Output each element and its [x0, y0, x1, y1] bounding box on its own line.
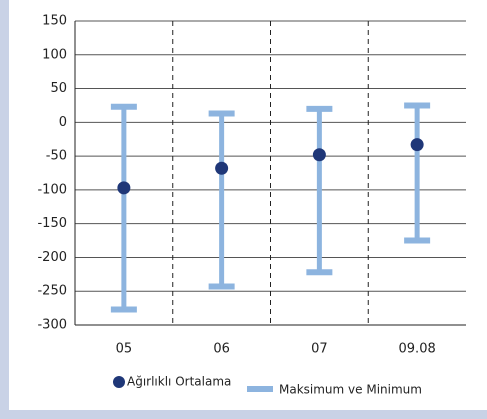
- y-tick-label: 150: [42, 14, 67, 29]
- y-tick-label: -300: [37, 318, 67, 333]
- x-tick-label: 05: [116, 342, 133, 357]
- frame-left: [0, 0, 9, 419]
- average-dot: [410, 138, 424, 152]
- legend-marker: [247, 386, 273, 392]
- average-dot: [117, 181, 131, 195]
- y-tick-label: -150: [37, 216, 67, 231]
- x-tick-label: 09.08: [399, 342, 436, 357]
- y-tick-label: -250: [37, 284, 67, 299]
- y-tick-label: 100: [42, 47, 67, 62]
- legend-label: Maksimum ve Minimum: [279, 383, 422, 397]
- x-tick-label: 07: [311, 342, 328, 357]
- y-tick-label: 0: [59, 115, 67, 130]
- average-dot: [312, 148, 326, 162]
- y-tick-label: -100: [37, 182, 67, 197]
- average-dot: [215, 161, 229, 175]
- y-tick-label: -50: [46, 149, 67, 164]
- legend-marker: [113, 376, 125, 388]
- frame-bottom: [0, 410, 487, 419]
- legend-label: Ağırlıklı Ortalama: [127, 375, 231, 389]
- y-tick-label: -200: [37, 250, 67, 265]
- y-tick-label: 50: [50, 81, 67, 96]
- x-tick-label: 06: [213, 342, 230, 357]
